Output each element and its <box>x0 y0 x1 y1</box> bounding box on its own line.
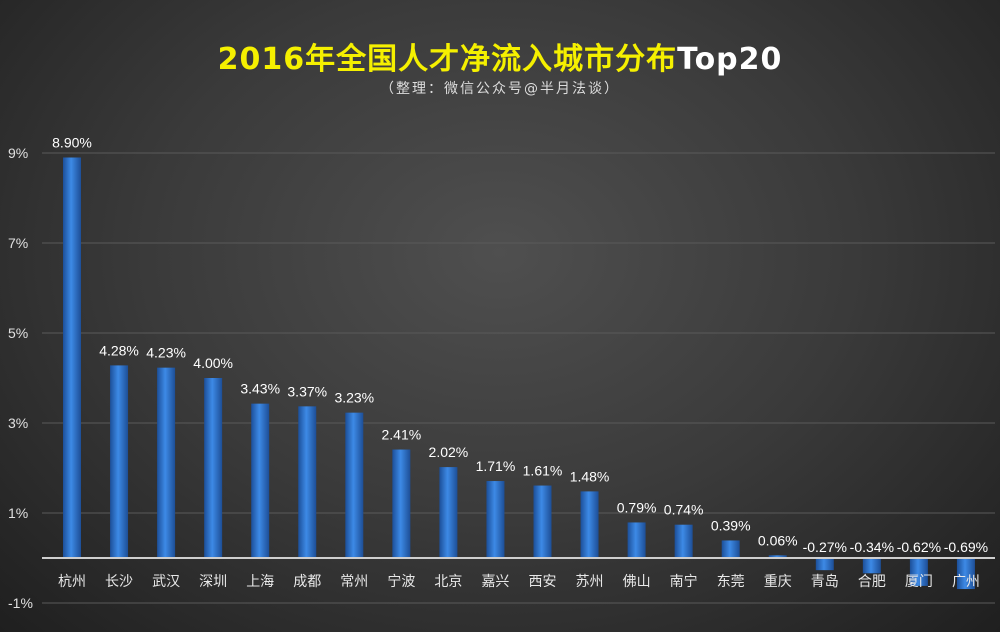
data-label: 3.43% <box>240 381 280 397</box>
x-tick-label: 常州 <box>340 574 368 590</box>
x-tick-label: 广州 <box>952 574 980 590</box>
bar <box>580 491 599 558</box>
x-tick-label: 上海 <box>246 574 274 590</box>
bar <box>956 558 975 590</box>
bar <box>251 403 270 558</box>
bar <box>157 367 176 558</box>
bar <box>345 412 364 558</box>
data-label: 0.74% <box>664 502 704 518</box>
y-tick-label: 3% <box>8 415 28 431</box>
data-label: -0.69% <box>944 539 988 555</box>
data-label: 4.00% <box>193 355 233 371</box>
bar <box>909 558 928 586</box>
x-tick-label: 东莞 <box>717 574 745 590</box>
x-tick-label: 西安 <box>529 574 557 590</box>
chart-title: 2016年全国人才净流入城市分布Top20 <box>0 34 1000 78</box>
x-tick-label: 厦门 <box>905 574 933 590</box>
x-tick-label: 合肥 <box>858 574 886 590</box>
x-tick-label: 青岛 <box>811 574 839 590</box>
data-label: 1.71% <box>476 458 516 474</box>
y-tick-label: 7% <box>8 235 28 251</box>
data-label: -0.62% <box>897 539 941 555</box>
x-tick-label: 北京 <box>434 574 462 590</box>
x-tick-label: 佛山 <box>623 574 651 590</box>
x-tick-label: 成都 <box>293 574 321 590</box>
bar <box>439 467 458 558</box>
bar <box>674 524 693 558</box>
data-label: 4.23% <box>146 345 186 361</box>
data-label: 0.06% <box>758 532 798 548</box>
bar <box>63 157 81 558</box>
x-tick-label: 长沙 <box>105 574 133 590</box>
y-tick-label: 5% <box>8 325 28 341</box>
bar <box>815 558 834 571</box>
data-label: -0.27% <box>803 539 847 555</box>
data-label: 2.02% <box>429 444 469 460</box>
x-tick-label: 杭州 <box>58 574 86 590</box>
chart-subtitle: （整理：微信公众号@半月法谈） <box>380 81 620 97</box>
y-tick-label: -1% <box>8 595 33 611</box>
title-text: 2016年全国人才净流入城市分布 <box>217 42 678 77</box>
bar <box>768 555 787 558</box>
bar <box>204 378 223 558</box>
data-label: 1.48% <box>570 468 610 484</box>
x-tick-label: 武汉 <box>152 574 180 590</box>
bar <box>486 481 505 558</box>
x-tick-label: 南宁 <box>670 573 698 590</box>
data-label: 0.39% <box>711 517 751 533</box>
bar <box>627 522 646 558</box>
title-suffix: Top20 <box>677 42 783 77</box>
bar <box>298 406 317 558</box>
x-tick-label: 深圳 <box>199 574 227 590</box>
bar <box>110 365 129 558</box>
data-label: 3.37% <box>287 383 327 399</box>
data-label: 3.23% <box>334 390 374 406</box>
data-label: 8.90% <box>52 135 92 151</box>
data-label: 1.61% <box>523 463 563 479</box>
x-tick-label: 嘉兴 <box>481 574 509 590</box>
data-label: 2.41% <box>381 427 421 443</box>
y-tick-label: 1% <box>8 505 28 521</box>
bar <box>533 485 552 558</box>
x-tick-label: 重庆 <box>764 574 792 590</box>
bar <box>392 449 411 558</box>
data-label: 4.28% <box>99 342 139 358</box>
x-tick-label: 宁波 <box>387 573 415 590</box>
bar <box>721 540 740 558</box>
data-label: -0.34% <box>850 539 894 555</box>
x-tick-label: 苏州 <box>576 574 604 590</box>
bar <box>862 558 881 574</box>
data-label: 0.79% <box>617 499 657 515</box>
y-tick-label: 9% <box>8 145 28 161</box>
